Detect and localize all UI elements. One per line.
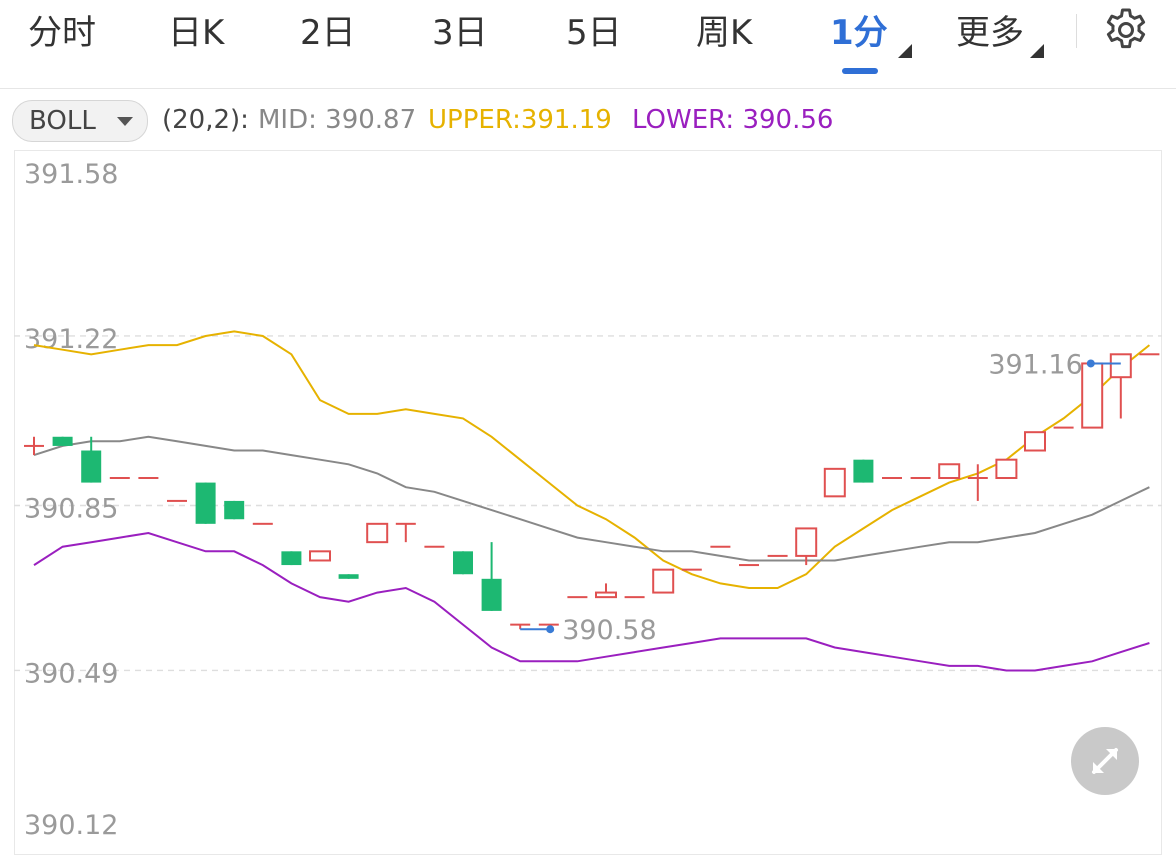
candle-body-down — [481, 578, 502, 611]
candle-body-up — [167, 499, 187, 502]
indicator-selector[interactable]: BOLL — [12, 100, 148, 142]
boll-upper-line — [33, 330, 1151, 589]
y-tick-label: 390.12 — [24, 810, 118, 841]
y-tick-label: 390.85 — [24, 494, 118, 525]
candle-body-up — [823, 467, 846, 498]
y-tick-label: 391.58 — [24, 159, 118, 190]
indicator-params: (20,2): — [162, 105, 249, 135]
candle-body-up — [510, 623, 531, 626]
y-tick-label: 390.49 — [24, 658, 118, 689]
min-marker-dot — [546, 625, 555, 634]
candle-body-down — [338, 574, 359, 579]
candle-body-down — [52, 436, 73, 446]
indicator-name: BOLL — [29, 106, 96, 136]
candle-body-up — [138, 477, 159, 480]
boll-lower-line — [33, 531, 1150, 672]
tab-divider — [1076, 14, 1077, 48]
y-tick-label: 391.22 — [24, 324, 118, 355]
boll-lower-value: LOWER: 390.56 — [632, 105, 834, 135]
candle-body-up — [366, 522, 389, 544]
candle-body-up — [309, 550, 331, 562]
tab-daily-k[interactable]: 日K — [168, 13, 225, 53]
max-marker-dot — [1086, 359, 1095, 368]
candle-body-up — [395, 522, 416, 525]
candle-body-down — [195, 482, 216, 524]
caret-down-icon — [117, 117, 133, 126]
candle-body-up — [739, 564, 759, 567]
tab-1-minute[interactable]: 1分 — [830, 13, 888, 53]
candle-body-up — [567, 596, 588, 599]
gear-icon[interactable] — [1102, 6, 1150, 54]
candle-body-up — [624, 596, 645, 599]
dropdown-corner-icon — [1030, 44, 1044, 58]
candle-body-down — [281, 551, 302, 566]
tab-3-day[interactable]: 3日 — [432, 13, 488, 53]
candle-body-up — [1024, 431, 1046, 452]
candle-body-down — [453, 551, 473, 575]
min-price-label: 390.58 — [562, 615, 656, 646]
tab-2-day[interactable]: 2日 — [300, 13, 356, 53]
candle-body-up — [595, 591, 617, 599]
expand-button[interactable] — [1071, 727, 1139, 795]
chart-frame — [14, 150, 1162, 855]
candle-body-up — [795, 527, 818, 557]
candle-body-up — [424, 545, 445, 548]
boll-mid-line — [33, 435, 1150, 562]
active-tab-indicator — [842, 68, 878, 74]
indicator-bar: BOLL (20,2): MID: 390.87 UPPER:391.19 LO… — [0, 96, 1176, 148]
candle-body-up — [1139, 353, 1160, 356]
candle-body-up — [967, 477, 988, 480]
tab-5-day[interactable]: 5日 — [566, 13, 622, 53]
max-price-label: 391.16 — [988, 349, 1082, 380]
candle-body-down — [81, 450, 102, 483]
candle-body-up — [1081, 362, 1104, 429]
candle-body-down — [224, 500, 245, 520]
candle-body-up — [681, 568, 702, 571]
candle-body-up — [24, 444, 44, 447]
candle-body-up — [710, 545, 731, 548]
expand-arrows-icon — [1092, 748, 1118, 774]
candlestick-chart[interactable]: 391.58 391.22 390.85 390.49 390.12 391.16 390.… — [14, 150, 1162, 855]
boll-mid-value: MID: 390.87 — [258, 105, 417, 135]
boll-upper-value: UPPER:391.19 — [428, 105, 612, 135]
tab-weekly-k[interactable]: 周K — [696, 13, 753, 53]
tab-more[interactable]: 更多 — [956, 13, 1024, 53]
candle-body-up — [882, 477, 902, 480]
candle-body-up — [538, 623, 559, 626]
tab-timeshare[interactable]: 分时 — [28, 13, 96, 53]
candle-body-up — [910, 477, 931, 480]
candle-body-up — [109, 477, 130, 480]
candle-body-up — [652, 568, 675, 594]
candle-body-up — [1109, 353, 1132, 379]
candle-body-up — [767, 554, 788, 557]
period-tab-bar: 分时 日K 2日 3日 5日 周K 1分 更多 — [0, 0, 1176, 89]
candle-body-down — [853, 459, 874, 483]
candle-body-up — [938, 463, 961, 480]
candle-body-up — [1053, 426, 1074, 429]
candle-body-up — [252, 522, 273, 525]
dropdown-corner-icon — [898, 44, 912, 58]
candle-body-up — [995, 458, 1018, 480]
